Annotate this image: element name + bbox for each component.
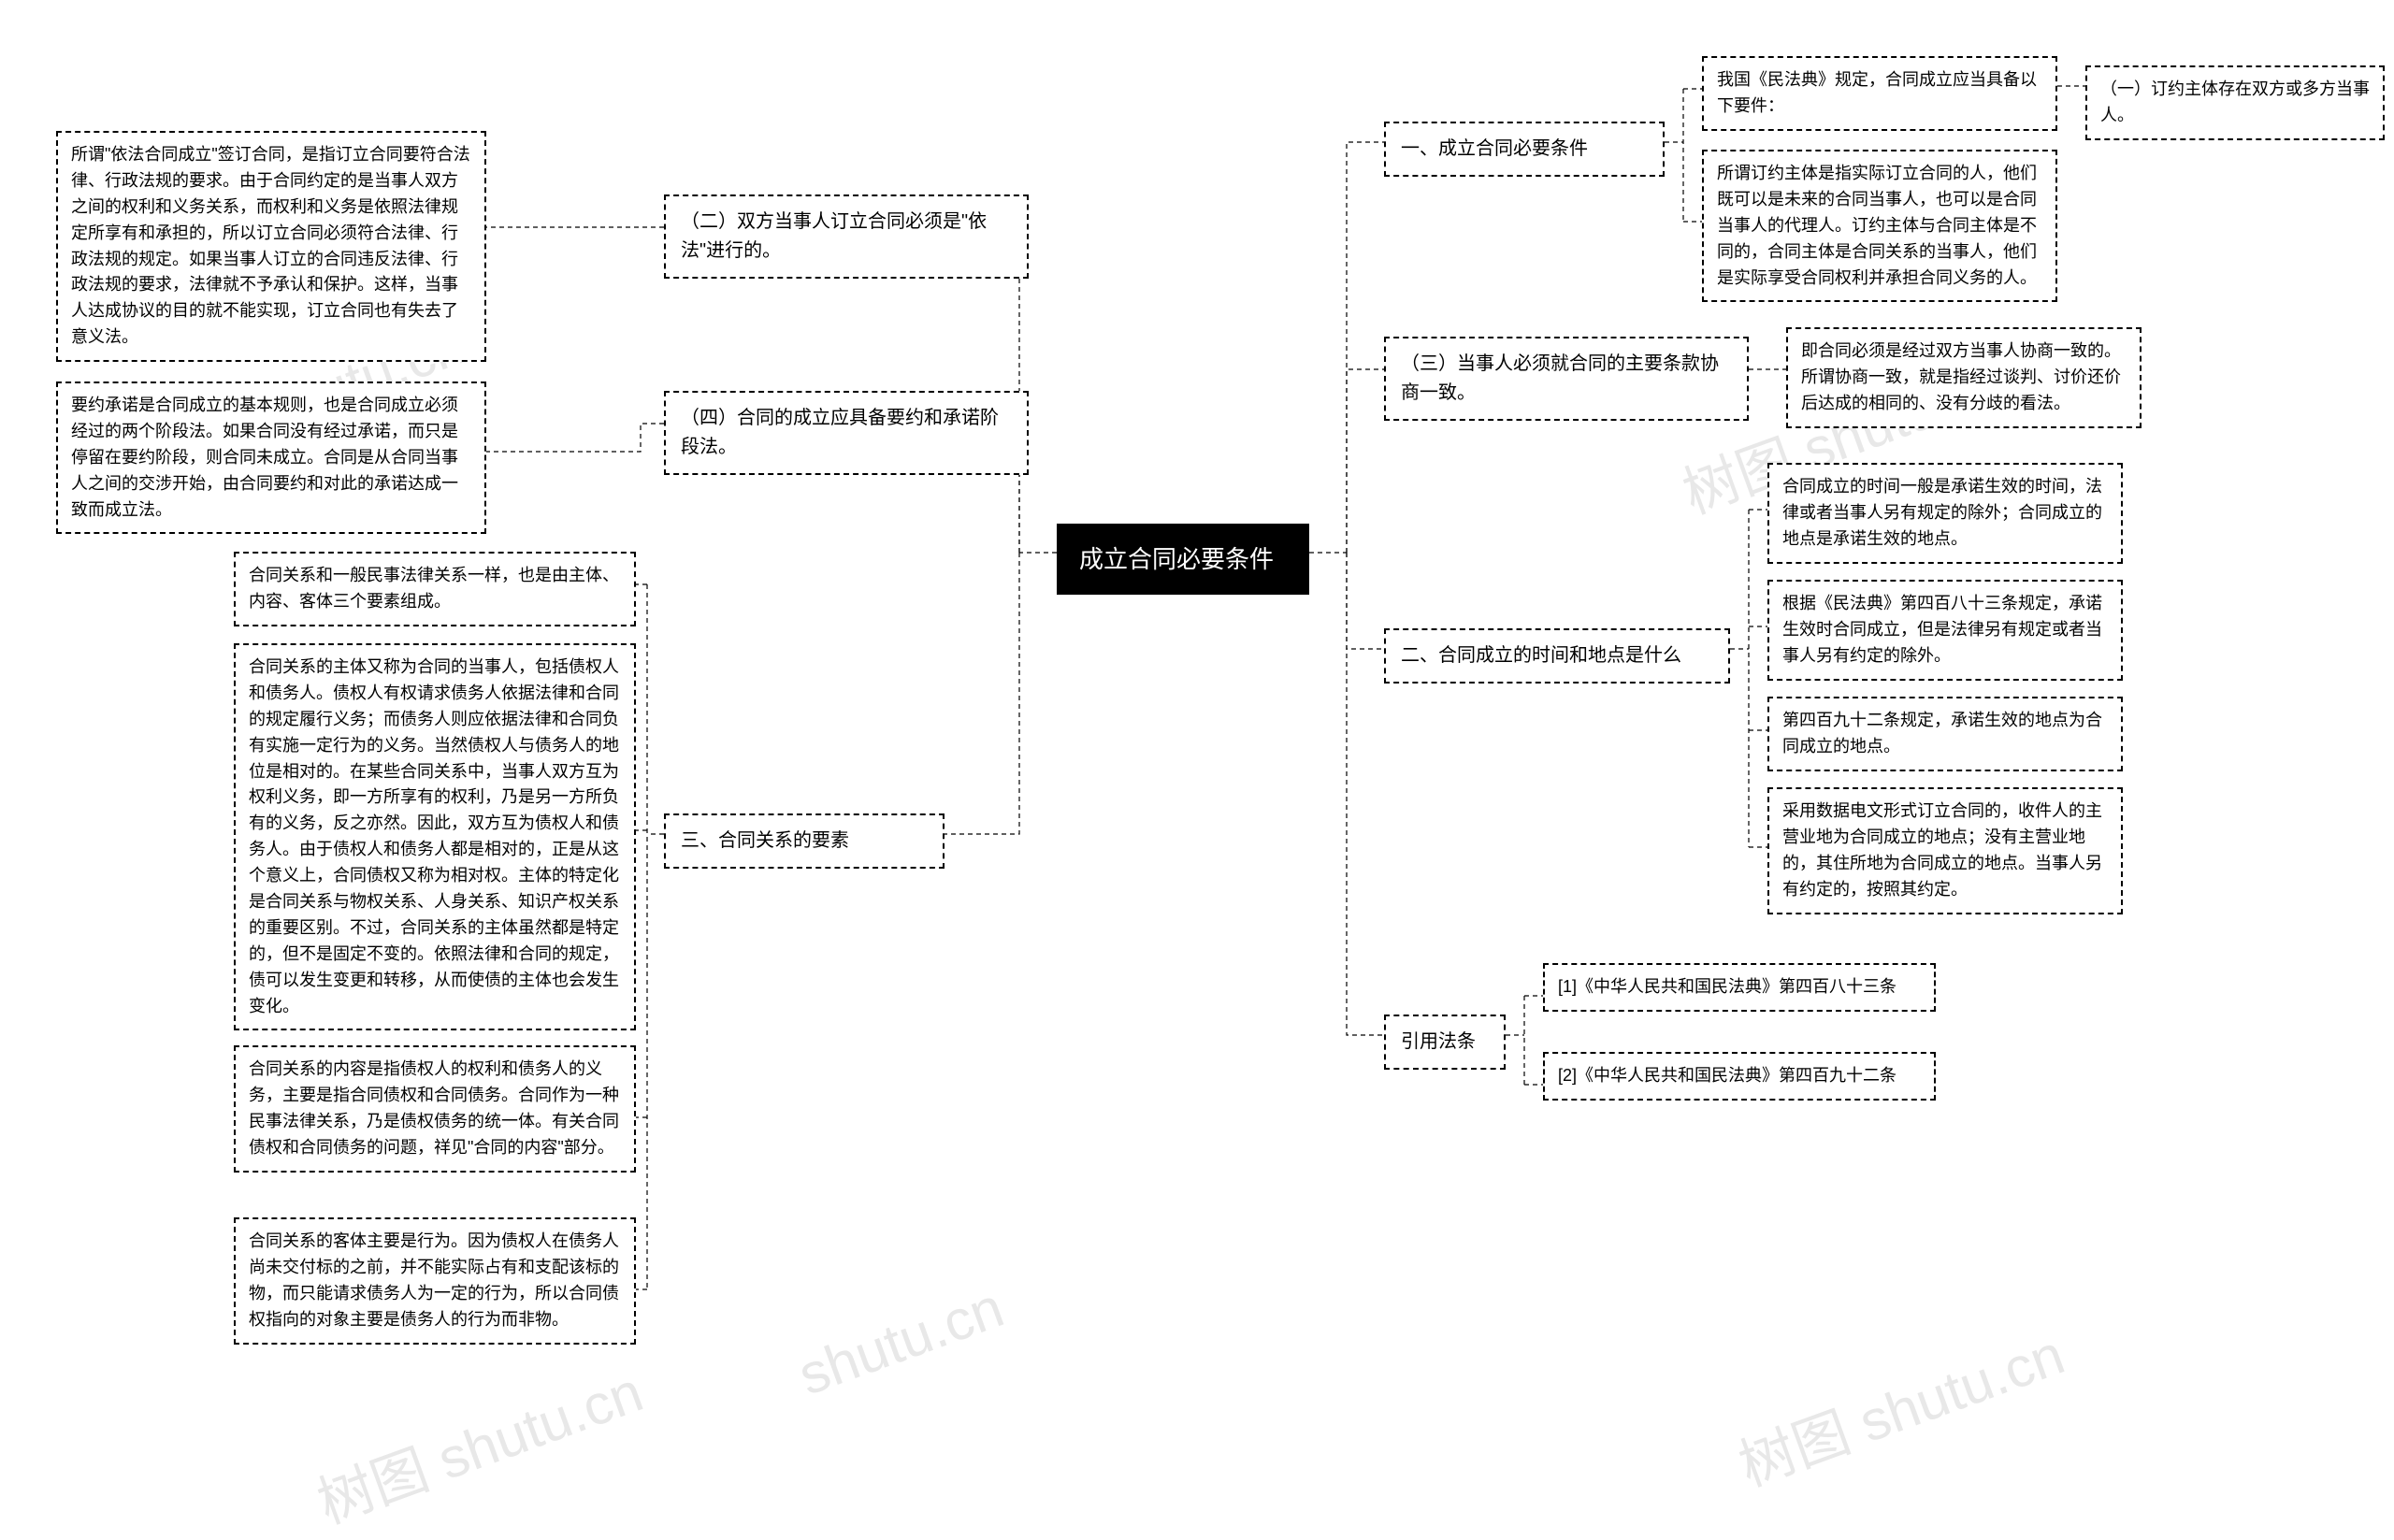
leaf-l4a[interactable]: 要约承诺是合同成立的基本规则，也是合同成立必须经过的两个阶段法。如果合同没有经过… xyxy=(56,381,486,534)
leaf-r1b[interactable]: 所谓订约主体是指实际订立合同的人，他们既可以是未来的合同当事人，也可以是合同当事… xyxy=(1702,150,2057,302)
leaf-l3c[interactable]: 合同关系的内容是指债权人的权利和债务人的义务，主要是指合同债权和合同债务。合同作… xyxy=(234,1045,636,1173)
leaf-r2c[interactable]: 第四百九十二条规定，承诺生效的地点为合同成立的地点。 xyxy=(1767,697,2123,771)
leaf-r1a[interactable]: 我国《民法典》规定，合同成立应当具备以下要件： xyxy=(1702,56,2057,131)
leaf-r2d[interactable]: 采用数据电文形式订立合同的，收件人的主营业地为合同成立的地点；没有主营业地的，其… xyxy=(1767,787,2123,914)
branch-l3[interactable]: 三、合同关系的要素 xyxy=(664,813,945,869)
leaf-l3d[interactable]: 合同关系的客体主要是行为。因为债权人在债务人尚未交付标的之前，并不能实际占有和支… xyxy=(234,1217,636,1345)
leaf-r1a1[interactable]: （一）订约主体存在双方或多方当事人。 xyxy=(2085,65,2385,140)
branch-l2[interactable]: （二）双方当事人订立合同必须是"依法"进行的。 xyxy=(664,194,1029,279)
branch-r3[interactable]: （三）当事人必须就合同的主要条款协商一致。 xyxy=(1384,337,1749,421)
watermark: 树图 shutu.cn xyxy=(305,1346,652,1539)
leaf-l3b[interactable]: 合同关系的主体又称为合同的当事人，包括债权人和债务人。债权人有权请求债务人依据法… xyxy=(234,643,636,1030)
leaf-r2a[interactable]: 合同成立的时间一般是承诺生效的时间，法律或者当事人另有规定的除外；合同成立的地点… xyxy=(1767,463,2123,564)
watermark: 树图 shutu.cn xyxy=(1726,1309,2073,1502)
leaf-rla[interactable]: [1]《中华人民共和国民法典》第四百八十三条 xyxy=(1543,963,1936,1012)
branch-r2[interactable]: 二、合同成立的时间和地点是什么 xyxy=(1384,628,1730,684)
leaf-l3a[interactable]: 合同关系和一般民事法律关系一样，也是由主体、内容、客体三个要素组成。 xyxy=(234,552,636,626)
branch-r1[interactable]: 一、成立合同必要条件 xyxy=(1384,122,1665,177)
root-node[interactable]: 成立合同必要条件 xyxy=(1057,524,1309,595)
watermark: shutu.cn xyxy=(790,1274,1012,1407)
branch-rl[interactable]: 引用法条 xyxy=(1384,1015,1506,1070)
branch-l4[interactable]: （四）合同的成立应具备要约和承诺阶段法。 xyxy=(664,391,1029,475)
leaf-rlb[interactable]: [2]《中华人民共和国民法典》第四百九十二条 xyxy=(1543,1052,1936,1101)
leaf-r3a[interactable]: 即合同必须是经过双方当事人协商一致的。所谓协商一致，就是指经过谈判、讨价还价后达… xyxy=(1786,327,2142,428)
leaf-l2a[interactable]: 所谓"依法合同成立"签订合同，是指订立合同要符合法律、行政法规的要求。由于合同约… xyxy=(56,131,486,362)
leaf-r2b[interactable]: 根据《民法典》第四百八十三条规定，承诺生效时合同成立，但是法律另有规定或者当事人… xyxy=(1767,580,2123,681)
